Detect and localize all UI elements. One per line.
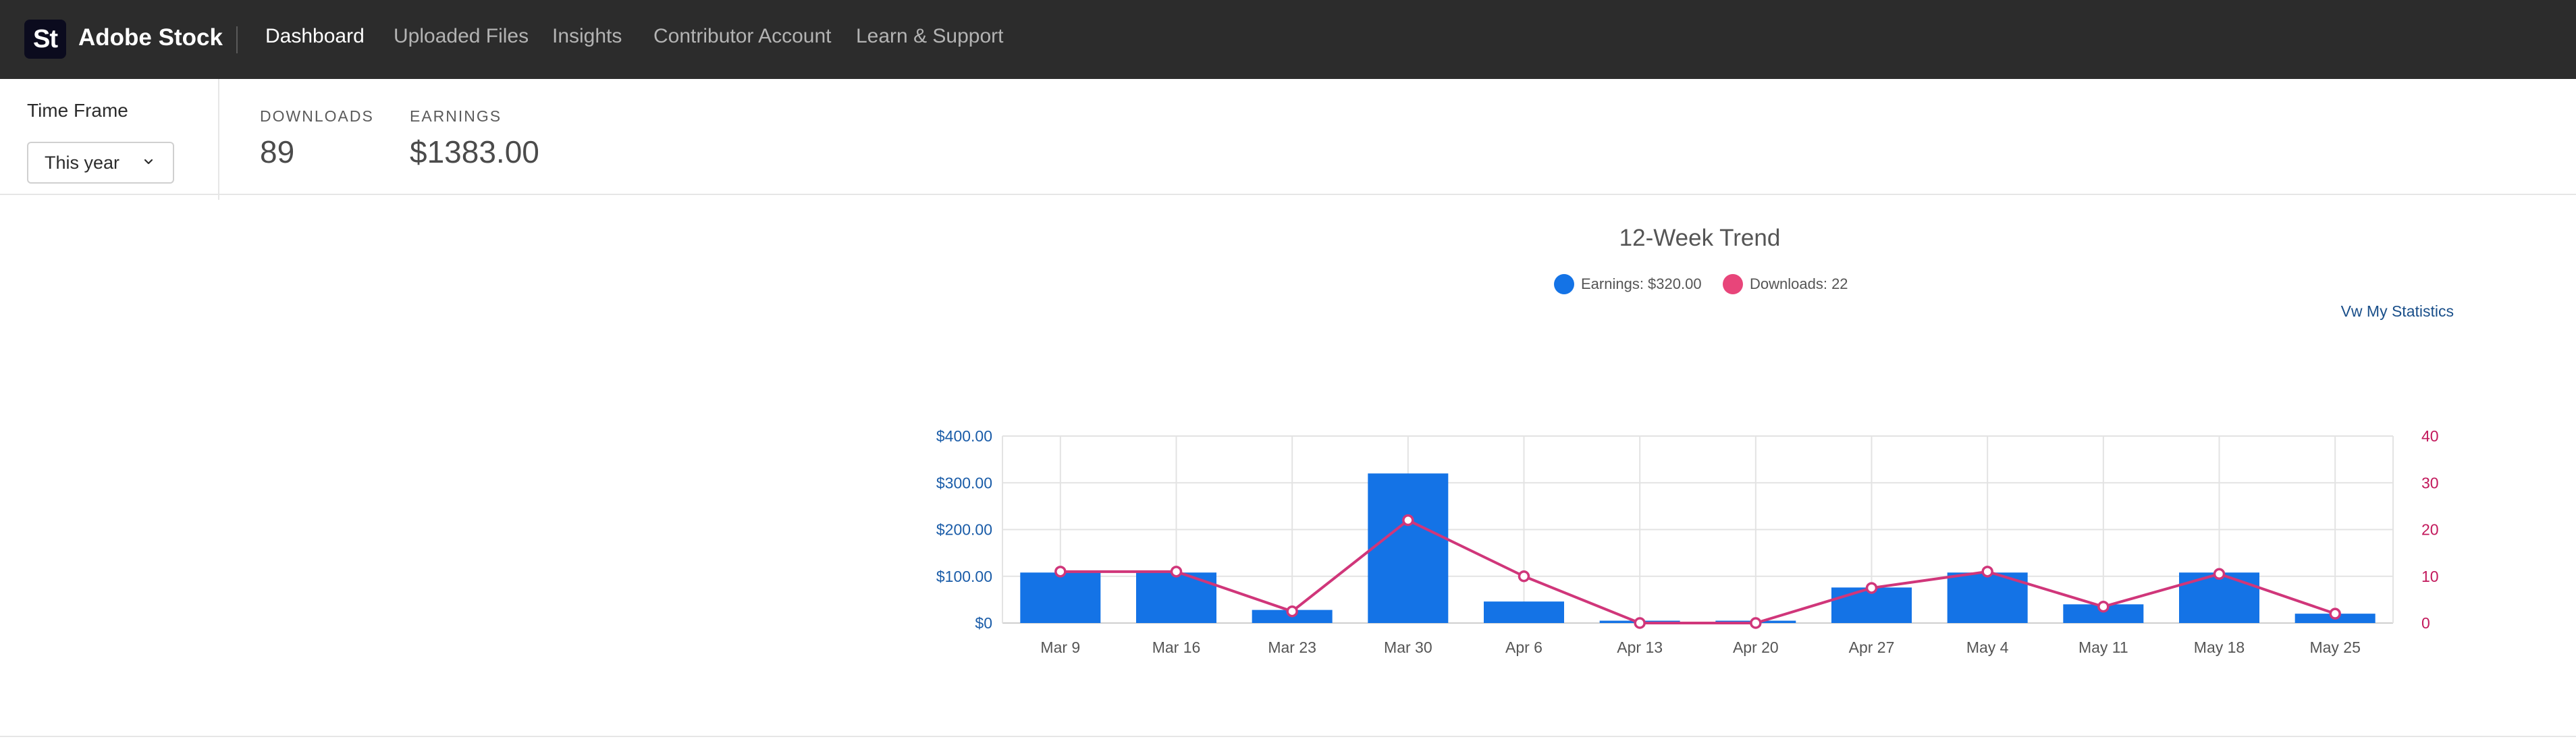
x-tick-label: Apr 6 bbox=[1505, 639, 1542, 656]
nav-insights[interactable]: Insights bbox=[552, 25, 622, 47]
downloads-label: DOWNLOADS bbox=[260, 107, 374, 125]
legend-item-earnings[interactable]: Earnings: $320.00 bbox=[1554, 274, 1702, 294]
earnings-bar bbox=[1484, 601, 1564, 623]
nav-uploaded-files[interactable]: Uploaded Files bbox=[394, 25, 529, 47]
y-right-tick-label: 10 bbox=[2421, 568, 2439, 585]
y-left-tick-label: $0 bbox=[975, 614, 992, 632]
downloads-point bbox=[2213, 568, 2226, 580]
x-tick-label: Apr 27 bbox=[1849, 639, 1895, 656]
summary-divider bbox=[218, 79, 219, 200]
downloads-point bbox=[1981, 566, 1993, 578]
summary-border bbox=[0, 194, 2576, 195]
earnings-bar bbox=[1368, 473, 1449, 623]
y-right-tick-label: 40 bbox=[2421, 427, 2439, 445]
x-tick-label: Mar 16 bbox=[1152, 639, 1201, 656]
downloads-point bbox=[1402, 514, 1414, 526]
brand-divider bbox=[236, 26, 238, 53]
x-tick-label: May 25 bbox=[2309, 639, 2360, 656]
chart-title: 12-Week Trend bbox=[1619, 225, 1781, 251]
top-nav-bar: St Adobe Stock Dashboard Uploaded Files … bbox=[0, 0, 2576, 79]
y-left-tick-label: $200.00 bbox=[936, 521, 992, 539]
x-tick-label: Apr 13 bbox=[1617, 639, 1663, 656]
downloads-line bbox=[1060, 518, 2336, 624]
x-tick-label: May 18 bbox=[2194, 639, 2245, 656]
legend-item-downloads[interactable]: Downloads: 22 bbox=[1723, 274, 1848, 294]
downloads-point bbox=[1286, 605, 1298, 618]
earnings-bar bbox=[2179, 572, 2259, 623]
y-right-tick-label: 20 bbox=[2421, 521, 2439, 539]
time-frame-select[interactable]: This year bbox=[27, 142, 174, 184]
x-tick-label: Mar 30 bbox=[1384, 639, 1432, 656]
time-frame-selected-value: This year bbox=[45, 152, 120, 173]
nav-dashboard[interactable]: Dashboard bbox=[265, 25, 365, 47]
chevron-down-icon bbox=[144, 159, 153, 165]
downloads-value: 89 bbox=[260, 134, 295, 169]
earnings-label: EARNINGS bbox=[410, 107, 502, 125]
downloads-point bbox=[1170, 566, 1183, 578]
nav-contributor-account[interactable]: Contributor Account bbox=[653, 25, 832, 47]
y-right-tick-label: 30 bbox=[2421, 474, 2439, 491]
y-left-tick-label: $300.00 bbox=[936, 474, 992, 491]
x-tick-label: Mar 9 bbox=[1040, 639, 1080, 656]
view-my-statistics-link[interactable]: Vw My Statistics bbox=[2340, 302, 2454, 320]
legend-downloads-swatch bbox=[1723, 274, 1743, 294]
x-tick-label: May 11 bbox=[2078, 639, 2128, 656]
brand-name[interactable]: Adobe Stock bbox=[78, 24, 223, 51]
legend-earnings-label: Earnings: $320.00 bbox=[1581, 275, 1702, 292]
legend-earnings-swatch bbox=[1554, 274, 1574, 294]
content-bottom-border bbox=[0, 736, 2576, 737]
earnings-bar bbox=[1020, 572, 1101, 623]
time-frame-label: Time Frame bbox=[27, 100, 128, 121]
x-tick-label: Apr 20 bbox=[1733, 639, 1779, 656]
downloads-point bbox=[2097, 601, 2110, 613]
x-tick-label: Mar 23 bbox=[1268, 639, 1316, 656]
downloads-point bbox=[1750, 617, 1762, 629]
downloads-point bbox=[2329, 608, 2341, 620]
x-tick-label: May 4 bbox=[1966, 639, 2009, 656]
legend-downloads-label: Downloads: 22 bbox=[1750, 275, 1848, 292]
downloads-point bbox=[1054, 566, 1067, 578]
y-left-tick-label: $400.00 bbox=[936, 427, 992, 445]
downloads-point bbox=[1865, 582, 1878, 594]
adobe-stock-logo[interactable]: St bbox=[24, 20, 66, 59]
nav-learn-support[interactable]: Learn & Support bbox=[856, 25, 1004, 47]
y-left-tick-label: $100.00 bbox=[936, 568, 992, 585]
downloads-point bbox=[1518, 570, 1530, 583]
downloads-point bbox=[1634, 617, 1646, 629]
earnings-value: $1383.00 bbox=[410, 134, 539, 169]
y-right-tick-label: 0 bbox=[2421, 614, 2430, 632]
